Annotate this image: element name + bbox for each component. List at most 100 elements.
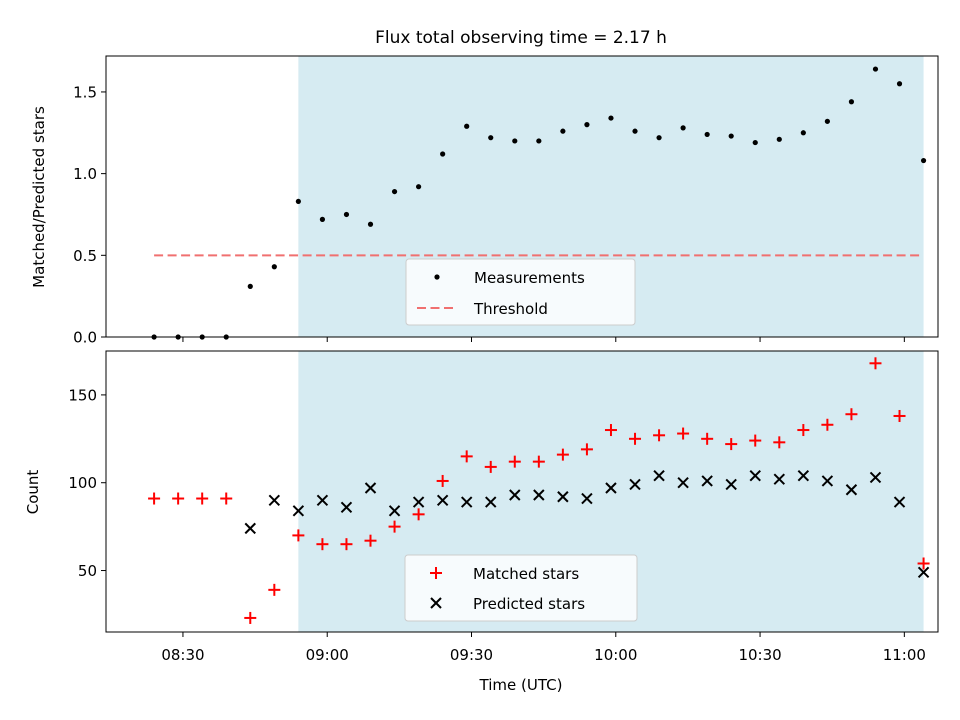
- predicted-star-point: [605, 482, 617, 494]
- predicted-star-point: [292, 505, 305, 517]
- predicted-star-point: [821, 475, 834, 487]
- measurement-point: [416, 184, 422, 190]
- bottom-y-axis-label: Count: [24, 470, 42, 515]
- matched-star-point: [196, 492, 209, 505]
- measurement-point: [800, 130, 806, 136]
- predicted-star-point: [436, 494, 449, 506]
- measurement-point: [440, 151, 446, 157]
- matched-star-point: [268, 583, 281, 596]
- predicted-star-point: [533, 489, 545, 501]
- measurement-point: [391, 188, 398, 195]
- predicted-star-point: [629, 478, 641, 491]
- measurement-point: [680, 125, 686, 131]
- measurement-point: [728, 133, 734, 139]
- matched-star-point: [292, 529, 305, 542]
- matched-star-point: [556, 448, 569, 461]
- matched-star-point: [821, 418, 834, 431]
- predicted-star-point: [581, 492, 593, 505]
- predicted-star-point: [364, 482, 377, 494]
- predicted-star-point: [460, 496, 473, 508]
- matched-star-point: [869, 357, 882, 370]
- measurement-point: [295, 198, 301, 205]
- matched-star-point: [172, 492, 185, 505]
- measurement-point: [319, 216, 326, 222]
- legend-label-predicted-stars: Predicted stars: [473, 595, 585, 613]
- matched-star-point: [508, 455, 521, 468]
- matched-star-point: [773, 436, 786, 449]
- top-legend: Measurements Threshold: [405, 258, 636, 326]
- bottom-legend: Matched stars Predicted stars: [404, 554, 638, 622]
- predicted-star-point: [557, 491, 569, 503]
- bottom-x-ticks: 08:30 09:00 09:30 10:00 10:30 11:00: [161, 632, 926, 664]
- measurement-point: [536, 138, 542, 144]
- x-tick-label: 11:00: [883, 646, 926, 664]
- measurement-point: [776, 136, 782, 142]
- matched-star-point: [340, 538, 353, 551]
- predicted-stars-series: [244, 469, 930, 578]
- matched-star-point: [677, 427, 690, 440]
- bottom-legend-box: [404, 554, 638, 622]
- measurement-point: [848, 99, 855, 105]
- measurement-point: [343, 211, 350, 218]
- predicted-star-point: [316, 494, 329, 506]
- y-tick-label: 50: [78, 562, 97, 580]
- x-tick-label: 10:30: [738, 646, 781, 664]
- predicted-star-point: [845, 484, 858, 496]
- y-tick-label: 0.5: [73, 247, 97, 265]
- measurement-point: [896, 81, 903, 87]
- measurement-point: [512, 138, 518, 144]
- top-plot-frame: [105, 55, 939, 338]
- measurement-point: [824, 118, 830, 124]
- matched-star-point: [244, 611, 257, 624]
- predicted-star-point: [388, 505, 401, 517]
- bottom-y-ticks: 50 100 150: [68, 386, 106, 580]
- chart-title: Flux total observing time = 2.17 h: [375, 28, 667, 48]
- legend-label-matched-stars: Matched stars: [473, 565, 579, 583]
- legend-marker-matched-stars: [430, 567, 442, 579]
- legend-marker-predicted-stars: [430, 597, 442, 609]
- matched-star-point: [917, 557, 930, 570]
- predicted-star-point: [412, 496, 425, 508]
- measurement-point: [704, 131, 710, 138]
- top-legend-box: [405, 258, 636, 326]
- predicted-star-point: [893, 496, 906, 508]
- predicted-star-point: [773, 473, 786, 485]
- matched-star-point: [701, 432, 714, 445]
- y-tick-label: 150: [68, 386, 97, 404]
- legend-marker-measurements: [434, 274, 440, 280]
- matched-star-point: [604, 424, 617, 437]
- matched-stars-series: [148, 357, 930, 624]
- y-tick-label: 100: [68, 474, 97, 492]
- matched-star-point: [580, 443, 593, 456]
- matched-star-point: [220, 492, 233, 505]
- matched-star-point: [388, 520, 401, 533]
- y-tick-label: 0.0: [73, 329, 97, 347]
- matched-star-point: [484, 460, 497, 473]
- x-axis-label: Time (UTC): [479, 676, 563, 694]
- measurement-point: [752, 139, 758, 146]
- legend-label-threshold: Threshold: [473, 300, 548, 318]
- matched-star-point: [316, 538, 329, 551]
- measurement-point: [656, 135, 662, 141]
- predicted-star-point: [797, 469, 810, 482]
- matched-star-point: [893, 409, 906, 422]
- x-tick-label: 09:00: [306, 646, 349, 664]
- measurement-point: [271, 264, 277, 270]
- matched-star-point: [460, 450, 473, 463]
- matched-star-point: [845, 408, 858, 421]
- predicted-star-point: [725, 478, 737, 491]
- bottom-plot-frame: [105, 350, 939, 633]
- y-tick-label: 1.5: [73, 83, 97, 101]
- matched-star-point: [532, 455, 545, 468]
- predicted-star-point: [653, 469, 665, 482]
- predicted-star-point: [749, 469, 761, 482]
- top-panel: Flux total observing time = 2.17 h 0.0 0.…: [30, 28, 939, 347]
- matched-star-point: [412, 508, 425, 521]
- predicted-star-point: [701, 475, 713, 487]
- measurement-point: [920, 157, 927, 164]
- matched-star-point: [148, 492, 161, 505]
- predicted-star-point: [268, 494, 281, 506]
- matched-star-point: [364, 534, 377, 547]
